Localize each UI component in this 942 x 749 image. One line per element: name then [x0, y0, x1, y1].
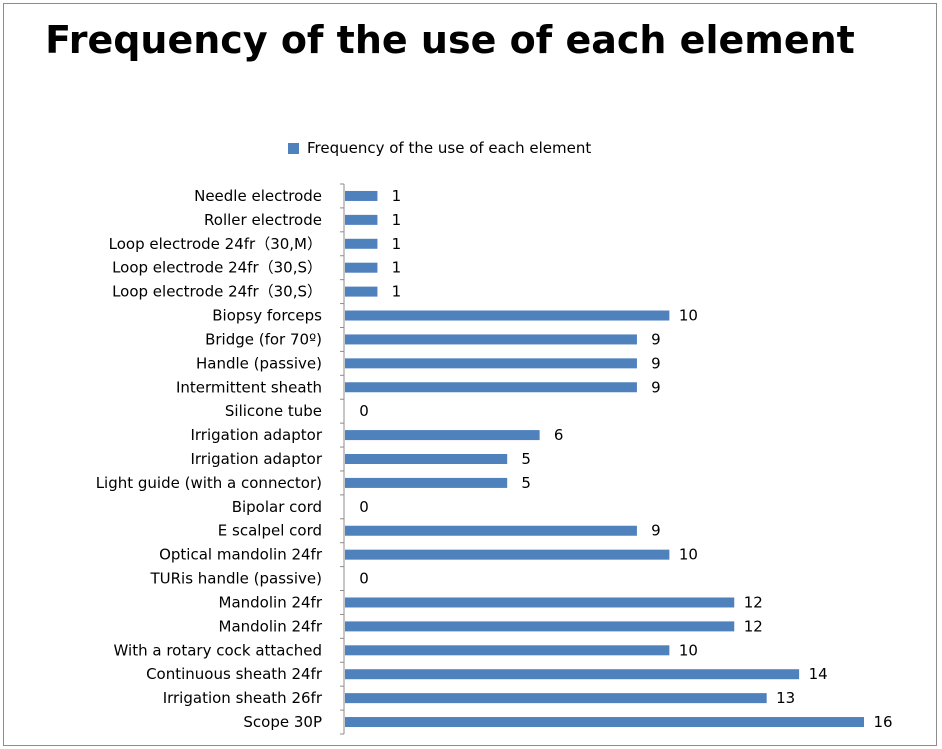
bar	[345, 334, 637, 345]
bar	[345, 454, 508, 464]
data-label: 16	[873, 713, 892, 731]
data-label: 1	[392, 235, 402, 253]
bar	[345, 310, 670, 321]
category-label: Bridge (for 70º)	[205, 330, 322, 348]
bar	[345, 621, 735, 632]
bar	[345, 597, 735, 608]
category-label: Loop electrode 24fr（30,S）	[112, 259, 322, 277]
bar	[345, 214, 378, 225]
bar	[345, 525, 637, 536]
data-label: 10	[679, 307, 698, 325]
data-label: 10	[679, 641, 698, 659]
category-label: E scalpel cord	[218, 522, 322, 540]
data-label: 13	[776, 689, 795, 707]
category-label: TURis handle (passive)	[149, 570, 322, 588]
category-label: Scope 30P	[243, 713, 322, 731]
bar	[345, 477, 508, 488]
category-label: Silicone tube	[225, 402, 322, 420]
bar	[345, 190, 378, 201]
category-label: Intermittent sheath	[176, 378, 322, 396]
data-label: 14	[809, 665, 828, 683]
bar	[345, 430, 540, 441]
data-label: 5	[521, 450, 531, 468]
category-label: Irrigation sheath 26fr	[163, 689, 323, 707]
category-label: Roller electrode	[204, 211, 322, 229]
data-label: 1	[392, 283, 402, 301]
category-label: Mandolin 24fr	[219, 617, 323, 635]
data-label: 9	[651, 522, 661, 540]
bar	[345, 693, 767, 704]
chart-title: Frequency of the use of each element	[45, 18, 855, 62]
category-label: Loop electrode 24fr（30,M）	[109, 235, 322, 253]
category-label: Irrigation adaptor	[190, 450, 322, 468]
data-label: 10	[679, 546, 698, 564]
data-label: 9	[651, 354, 661, 372]
data-label: 0	[359, 498, 369, 516]
data-label: 12	[744, 593, 763, 611]
bar	[345, 358, 637, 369]
category-label: Needle electrode	[194, 187, 322, 205]
bar	[345, 549, 670, 560]
category-label: Loop electrode 24fr（30,S）	[112, 283, 322, 301]
legend-swatch	[288, 142, 299, 154]
data-label: 1	[392, 187, 402, 205]
category-label: Continuous sheath 24fr	[146, 665, 323, 683]
category-label: Bipolar cord	[232, 498, 322, 516]
legend-label: Frequency of the use of each element	[307, 139, 592, 157]
bar	[345, 645, 670, 656]
bar	[345, 238, 378, 249]
category-label: Optical mandolin 24fr	[159, 546, 323, 564]
data-label: 1	[392, 211, 402, 229]
category-label: Biopsy forceps	[212, 307, 322, 325]
data-label: 1	[392, 259, 402, 277]
data-label: 0	[359, 402, 369, 420]
data-label: 9	[651, 378, 661, 396]
category-label: Handle (passive)	[196, 354, 322, 372]
category-label: Light guide (with a connector)	[96, 474, 322, 492]
data-label: 6	[554, 426, 564, 444]
bar	[345, 669, 800, 680]
bar	[345, 262, 378, 273]
bar	[345, 717, 864, 728]
bar	[345, 382, 637, 393]
bar	[345, 286, 378, 297]
data-label: 0	[359, 570, 369, 588]
category-label: With a rotary cock attached	[114, 641, 322, 659]
data-label: 9	[651, 330, 661, 348]
category-label: Irrigation adaptor	[190, 426, 322, 444]
data-label: 5	[521, 474, 531, 492]
data-label: 12	[744, 617, 763, 635]
category-label: Mandolin 24fr	[219, 593, 323, 611]
legend: Frequency of the use of each element	[288, 138, 591, 158]
